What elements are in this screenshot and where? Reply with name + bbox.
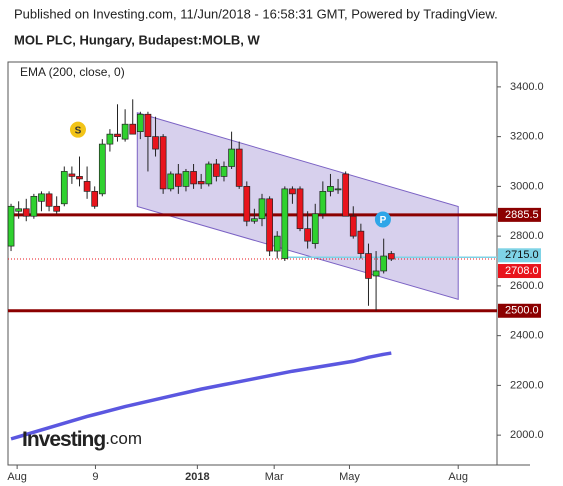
candle-body	[380, 255, 388, 272]
candle-body	[342, 173, 350, 217]
candle-body	[83, 181, 91, 192]
event-marker	[69, 121, 86, 138]
candle-body	[159, 136, 167, 190]
candle-body	[136, 113, 144, 133]
candle-body	[296, 188, 304, 230]
level-label-box	[498, 303, 541, 318]
candle-body	[311, 213, 319, 244]
x-tick-label: 9	[92, 471, 98, 483]
logo-brand: Investing	[22, 428, 105, 451]
candle-body	[334, 188, 342, 191]
candle-body	[68, 173, 76, 177]
candle-body	[289, 188, 296, 195]
y-tick-label: 3200.0	[510, 131, 544, 143]
event-marker-label: S	[75, 125, 82, 136]
level-label: 2500.0	[505, 305, 539, 317]
level-label-box	[498, 248, 541, 263]
logo-suffix: .com	[105, 429, 142, 448]
candle-body	[91, 191, 99, 207]
x-tick-label: 2018	[185, 471, 209, 483]
level-label-box	[498, 264, 541, 279]
candle-body	[7, 205, 15, 247]
candle-body	[15, 208, 22, 212]
level-label: 2708.0	[505, 265, 539, 277]
x-tick-label: May	[339, 471, 360, 483]
level-label: 2715.0	[505, 249, 539, 261]
candle-body	[190, 171, 197, 185]
y-tick-label: 3000.0	[510, 180, 544, 192]
candle-body	[175, 173, 182, 187]
candle-body	[266, 198, 273, 252]
event-marker-label: P	[380, 215, 387, 226]
y-tick-label: 2000.0	[510, 429, 544, 441]
candle-body	[243, 186, 251, 222]
x-tick-label: Mar	[265, 471, 284, 483]
candle-body	[144, 113, 152, 137]
candle-body	[22, 208, 30, 217]
level-label-box	[498, 207, 541, 222]
candle-body	[319, 191, 327, 215]
level-label: 2885.5	[505, 209, 539, 221]
candle-body	[205, 163, 213, 185]
logo: Investing.com	[22, 428, 142, 451]
candle-body	[60, 171, 68, 205]
candle-body	[38, 193, 45, 202]
candle-body	[273, 235, 281, 252]
candle-body	[228, 148, 235, 167]
y-tick-label: 2200.0	[510, 379, 544, 391]
candle-body	[357, 230, 365, 254]
candle-body	[349, 215, 357, 237]
candle-body	[30, 195, 38, 217]
candle-body	[121, 123, 129, 140]
candle-body	[53, 205, 61, 212]
y-tick-label: 3400.0	[510, 81, 544, 93]
candle-body	[251, 218, 258, 222]
candle-body	[167, 173, 175, 190]
x-tick-label: Aug	[448, 471, 468, 483]
chart-title: MOL PLC, Hungary, Budapest:MOLB, W	[14, 32, 261, 47]
candle-body	[372, 270, 380, 277]
candle-body	[365, 253, 372, 279]
y-tick-label: 2600.0	[510, 280, 544, 292]
candle-body	[387, 253, 395, 260]
candle-body	[182, 171, 190, 187]
candle-body	[258, 198, 266, 220]
candle-body	[235, 148, 243, 187]
event-marker	[374, 211, 391, 228]
candle-body	[98, 143, 106, 195]
candle-body	[152, 136, 159, 150]
candle-body	[213, 163, 220, 177]
indicator-label: EMA (200, close, 0)	[20, 65, 125, 79]
candle-body	[327, 186, 334, 192]
x-tick-label: Aug	[7, 471, 27, 483]
y-tick-label: 2800.0	[510, 230, 544, 242]
candle-body	[76, 176, 83, 180]
y-tick-label: 2400.0	[510, 330, 544, 342]
ema-line	[10, 351, 392, 441]
candle-body	[114, 133, 121, 137]
candle-body	[281, 188, 289, 259]
candle-body	[129, 123, 137, 135]
candle-body	[45, 193, 53, 207]
candle-body	[197, 181, 205, 185]
candle-body	[304, 228, 311, 242]
candle-body	[220, 166, 228, 177]
header: Published on Investing.com, 11/Jun/2018 …	[14, 6, 498, 21]
candle-body	[106, 133, 114, 145]
